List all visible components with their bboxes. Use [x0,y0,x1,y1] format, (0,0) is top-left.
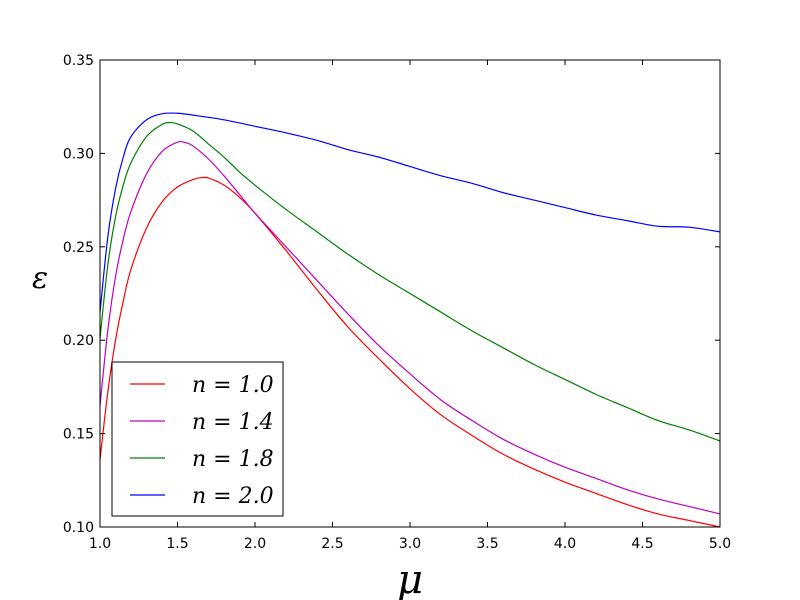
y-tick-label: 0.35 [63,53,94,69]
y-tick-label: 0.25 [63,240,94,256]
y-tick-label: 0.10 [63,520,94,536]
legend-label-1: n = 1.4 [192,410,274,435]
x-tick-label: 5.0 [709,536,731,552]
x-tick-label: 1.0 [89,536,111,552]
legend: n = 1.0 n = 1.4 n = 1.8 n = 2.0 [111,361,284,517]
series-line-2 [99,121,721,442]
legend-label-0: n = 1.0 [192,373,274,398]
y-tick-label: 0.15 [63,427,94,443]
series-line-0 [99,176,721,528]
x-tick-label: 2.0 [244,536,266,552]
tick-layer: 1.0 1.5 2.0 2.5 3.0 3.5 4.0 4.5 5.0 0.10 0.15 0.20 0… [63,53,731,552]
x-tick-label: 1.5 [166,536,188,552]
x-tick-label: 4.0 [554,536,576,552]
series-line-1 [99,140,721,515]
series-line-3 [99,112,721,313]
x-tick-label: 3.5 [476,536,498,552]
x-axis-title: μ [397,557,423,600]
legend-box [111,361,284,517]
y-axis-title: ε [32,261,48,296]
series-layer [99,112,721,528]
legend-label-3: n = 2.0 [192,484,274,509]
x-tick-label: 3.0 [399,536,421,552]
x-tick-label: 2.5 [321,536,343,552]
y-tick-label: 0.30 [63,146,94,162]
legend-label-2: n = 1.8 [192,447,274,472]
y-tick-label: 0.20 [63,333,94,349]
x-tick-label: 4.5 [631,536,653,552]
